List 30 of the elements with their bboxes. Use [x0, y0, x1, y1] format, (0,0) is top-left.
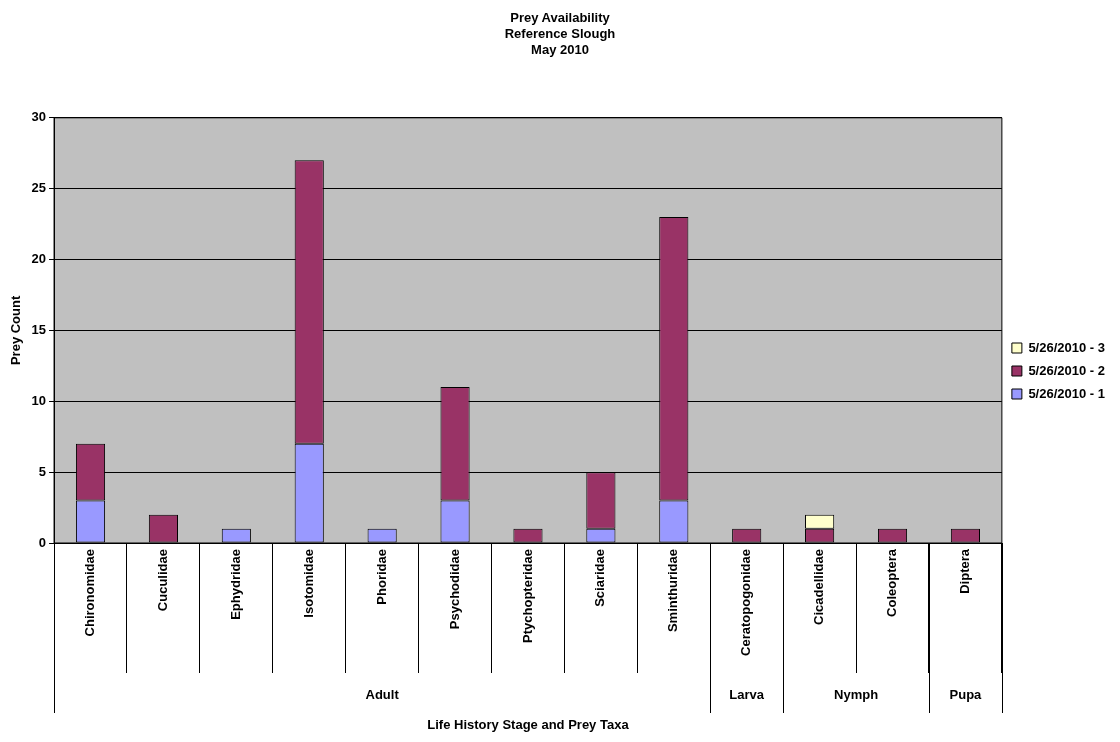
x-tick-label: Sciaridae [592, 549, 608, 607]
x-tick-label: Ptychopteridae [519, 549, 535, 643]
y-tick-label: 25 [31, 180, 47, 196]
text: Pupa [949, 686, 983, 702]
x-tick-label: Ceratopogonidae [738, 549, 754, 656]
x-tick-label: Isotomidae [300, 549, 316, 618]
text: Nymph [834, 686, 879, 702]
y-tick-label: 20 [31, 251, 47, 267]
text: Adult [365, 686, 400, 702]
y-tick-label: 30 [31, 109, 47, 125]
y-axis-title: Prey Count [8, 295, 24, 366]
legend-label: 5/26/2010 - 1 [1028, 385, 1106, 401]
x-tick-label: Coleoptera [884, 548, 900, 617]
legend-label: 5/26/2010 - 2 [1028, 362, 1106, 378]
chart-title: Prey Availability Reference Slough May 2010 [504, 10, 616, 57]
x-tick-label: Ephydridae [227, 549, 243, 620]
y-tick-label: 0 [38, 534, 47, 550]
x-axis-title: Life History Stage and Prey Taxa [427, 716, 630, 732]
x-tick-label: Diptera [957, 548, 973, 594]
legend-label: 5/26/2010 - 3 [1028, 339, 1106, 355]
x-tick-label: Cuculidae [155, 549, 170, 612]
x-tick-label: Chironomidae [82, 549, 98, 637]
y-tick-label: 5 [38, 463, 47, 479]
y-tick-label: 10 [31, 392, 47, 408]
x-tick-label: Cicadellidae [811, 549, 827, 625]
text: Larva [729, 686, 765, 702]
x-tick-label: Phoridae [373, 549, 389, 605]
x-tick-label: Psychodidae [446, 549, 462, 630]
x-tick-label: Sminthuridae [665, 549, 681, 633]
y-tick-label: 15 [31, 321, 47, 337]
